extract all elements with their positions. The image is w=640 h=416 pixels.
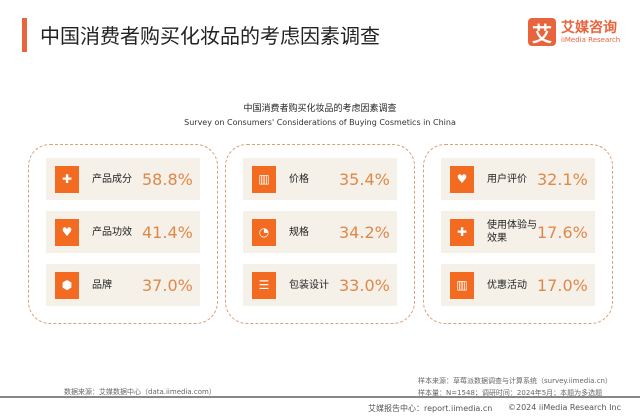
- pie-icon: ◔: [252, 218, 276, 246]
- factor-label: 使用体验与效果: [487, 220, 537, 244]
- logo-en: iiMedia Research: [561, 35, 621, 44]
- data-source: 数据来源：艾媒数据中心（data.iimedia.com）: [64, 388, 216, 396]
- factor-card: ♥ 产品功效 41.4%: [46, 211, 200, 253]
- gift-icon: ▥: [450, 271, 474, 299]
- factor-card: ♥ 用户评价 32.1%: [441, 158, 595, 200]
- factor-group: ✚ 产品成分 58.8% ♥ 产品功效 41.4% ⬢ 品牌 37.0%: [28, 144, 218, 324]
- copyright: ©2024 iiMedia Research Inc: [508, 403, 621, 412]
- chart-title-en: Survey on Consumers' Considerations of B…: [184, 118, 456, 127]
- chart-title-cn: 中国消费者购买化妆品的考虑因素调查: [243, 104, 397, 114]
- factor-group: ♥ 用户评价 32.1% ✚ 使用体验与效果 17.6% ▥ 优惠活动 17.0%: [423, 144, 613, 324]
- logo-mark: 艾: [528, 18, 556, 46]
- sample-info: 样本量：N=1548；调研时间：2024年5月；本题为多选题: [418, 389, 603, 397]
- footer-divider: [0, 396, 640, 398]
- box-icon: ⬢: [55, 271, 79, 299]
- list-icon: ☰: [252, 271, 276, 299]
- factor-label: 价格: [289, 173, 309, 185]
- factor-label: 优惠活动: [487, 279, 527, 291]
- heart-icon: ♥: [450, 165, 474, 193]
- factor-label: 产品功效: [92, 226, 132, 238]
- factor-value: 41.4%: [142, 222, 193, 242]
- gift-icon: ▥: [252, 165, 276, 193]
- factor-label: 包装设计: [289, 279, 329, 291]
- factor-card: ▥ 优惠活动 17.0%: [441, 264, 595, 306]
- factor-label: 产品成分: [92, 173, 132, 185]
- factor-card: ⬢ 品牌 37.0%: [46, 264, 200, 306]
- factor-value: 33.0%: [339, 275, 390, 295]
- factor-value: 17.0%: [537, 275, 588, 295]
- factor-label: 规格: [289, 226, 309, 238]
- factor-label: 品牌: [92, 279, 112, 291]
- puzzle-icon: ✚: [450, 218, 474, 246]
- report-link[interactable]: 艾媒报告中心：report.iimedia.cn: [368, 404, 493, 413]
- puzzle-icon: ✚: [55, 165, 79, 193]
- factor-card: ◔ 规格 34.2%: [243, 211, 397, 253]
- factor-card: ▥ 价格 35.4%: [243, 158, 397, 200]
- factor-value: 17.6%: [537, 222, 588, 242]
- factor-card: ☰ 包装设计 33.0%: [243, 264, 397, 306]
- factor-group: ▥ 价格 35.4% ◔ 规格 34.2% ☰ 包装设计 33.0%: [225, 144, 415, 324]
- factor-value: 35.4%: [339, 169, 390, 189]
- logo: 艾 艾媒咨询 iiMedia Research: [528, 18, 620, 46]
- sample-source: 样本来源：草莓派数据调查与计算系统（survey.iimedia.cn）: [418, 377, 612, 385]
- title-accent-bar: [22, 18, 27, 52]
- logo-cn: 艾媒咨询: [561, 19, 617, 36]
- factor-value: 37.0%: [142, 275, 193, 295]
- factor-label: 用户评价: [487, 173, 527, 185]
- page-title: 中国消费者购买化妆品的考虑因素调查: [40, 24, 380, 48]
- factor-value: 32.1%: [537, 169, 588, 189]
- factor-card: ✚ 使用体验与效果 17.6%: [441, 211, 595, 253]
- factor-value: 58.8%: [142, 169, 193, 189]
- heart-icon: ♥: [55, 218, 79, 246]
- factor-value: 34.2%: [339, 222, 390, 242]
- factor-card: ✚ 产品成分 58.8%: [46, 158, 200, 200]
